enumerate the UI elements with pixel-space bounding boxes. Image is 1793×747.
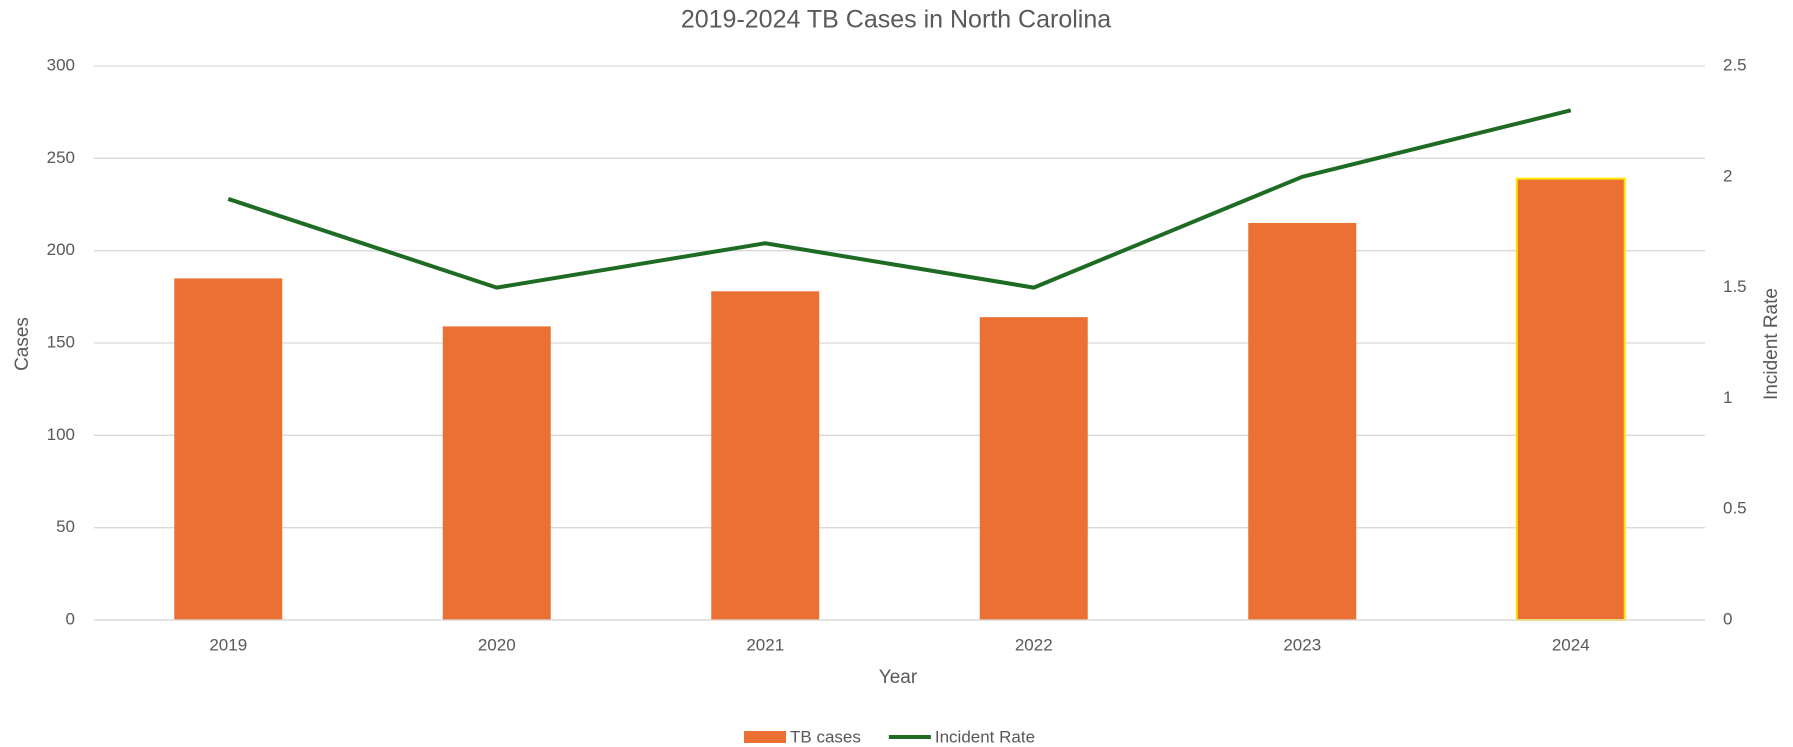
bar [442, 326, 551, 620]
y-tick-label: 50 [56, 517, 75, 536]
legend-swatch [744, 731, 786, 743]
y-tick-label: 300 [47, 55, 75, 74]
y2-tick-label: 1.5 [1723, 277, 1747, 296]
x-axis-title: Year [879, 667, 918, 688]
y2-axis-title: Incident Rate [1761, 288, 1782, 400]
x-tick-label: 2023 [1283, 635, 1321, 654]
chart-title: 2019-2024 TB Cases in North Carolina [681, 6, 1111, 34]
x-tick-label: 2024 [1552, 635, 1590, 654]
bar [711, 291, 820, 620]
y2-tick-label: 1 [1723, 388, 1732, 407]
y2-tick-label: 2.5 [1723, 55, 1747, 74]
bar [1248, 222, 1357, 620]
y-axis-title: Cases [12, 317, 33, 371]
x-tick-label: 2020 [478, 635, 516, 654]
y2-tick-label: 0.5 [1723, 499, 1747, 518]
x-tick-label: 2022 [1015, 635, 1053, 654]
y-tick-label: 0 [66, 609, 75, 628]
y-tick-label: 200 [47, 240, 75, 259]
legend-label: Incident Rate [935, 727, 1035, 746]
y2-tick-label: 0 [1723, 609, 1732, 628]
legend-label: TB cases [790, 727, 861, 746]
bar [1515, 177, 1626, 621]
x-tick-label: 2021 [746, 635, 784, 654]
y-tick-label: 100 [47, 425, 75, 444]
y-tick-label: 250 [47, 148, 75, 167]
x-tick-label: 2019 [209, 635, 247, 654]
y2-tick-label: 2 [1723, 166, 1732, 185]
bar [979, 317, 1088, 620]
line [227, 108, 1572, 290]
bar [174, 278, 283, 620]
y-tick-label: 150 [47, 332, 75, 351]
